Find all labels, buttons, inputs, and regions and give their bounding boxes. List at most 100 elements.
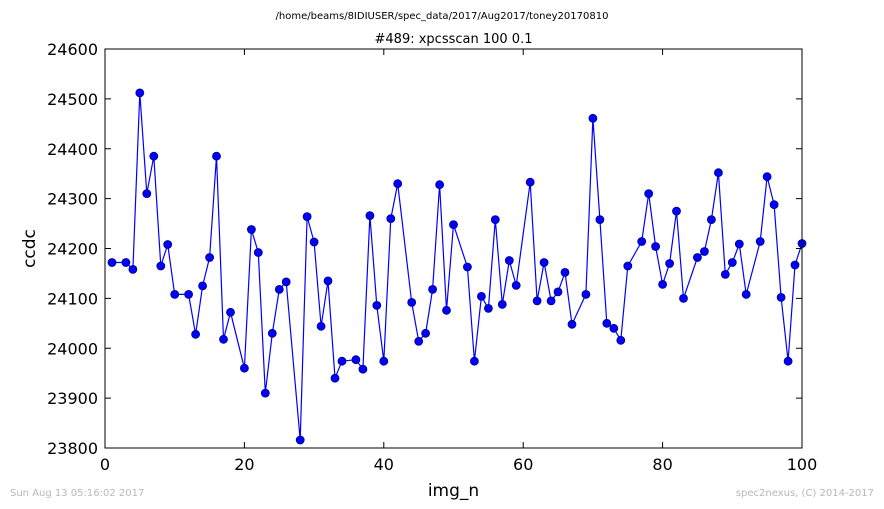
data-point [379, 356, 389, 366]
data-point [184, 289, 194, 299]
data-point [504, 256, 514, 265]
footer-timestamp: Sun Aug 13 05:16:02 2017 [10, 488, 145, 499]
data-point [790, 260, 800, 270]
data-point [253, 248, 263, 257]
data-point [497, 299, 507, 309]
data-point [616, 335, 626, 345]
data-point [679, 293, 688, 303]
data-point [449, 220, 458, 230]
data-point [260, 388, 270, 398]
data-point [407, 297, 417, 307]
data-point [302, 212, 312, 222]
data-point [358, 364, 368, 374]
x-axis-label: img_n [428, 481, 479, 501]
data-point [700, 247, 709, 256]
data-point [316, 321, 326, 331]
data-point [762, 172, 772, 182]
data-point [511, 280, 521, 290]
data-point [191, 329, 201, 339]
data-point [776, 292, 786, 302]
data-point [476, 291, 486, 301]
data-point [246, 225, 256, 234]
data-point [539, 258, 549, 267]
data-point [644, 189, 654, 199]
data-point [107, 258, 117, 267]
data-point [588, 113, 598, 123]
figure-path-title: /home/beams/8IDIUSER/spec_data/2017/Aug2… [276, 11, 609, 22]
data-point [295, 435, 305, 445]
data-point [393, 179, 403, 189]
data-point [707, 215, 716, 225]
data-point [665, 259, 674, 268]
data-point [267, 328, 277, 338]
y-tick-label: 24200 [47, 240, 98, 259]
series-line [112, 92, 802, 441]
y-axis-label: ccdc [20, 229, 40, 268]
data-point [323, 276, 333, 286]
data-point [219, 334, 228, 344]
data-point [170, 289, 180, 299]
data-point [442, 305, 451, 315]
data-point [567, 319, 577, 329]
data-point [351, 355, 361, 365]
data-point [623, 261, 633, 271]
data-point [372, 300, 382, 310]
data-point [428, 284, 438, 294]
data-point [769, 200, 779, 210]
data-point [553, 287, 563, 297]
x-tick-label: 40 [374, 455, 394, 474]
data-point [546, 296, 556, 306]
data-point [435, 180, 445, 190]
data-point [469, 356, 479, 366]
data-point [142, 189, 152, 199]
data-point [672, 206, 681, 216]
y-tick-label: 24300 [47, 190, 98, 209]
data-point [637, 237, 647, 246]
data-point [205, 253, 215, 262]
x-tick-label: 20 [234, 455, 254, 474]
data-point [198, 281, 208, 291]
data-point [149, 151, 159, 161]
data-point [755, 237, 765, 246]
data-point [309, 237, 319, 247]
data-point [414, 336, 424, 346]
y-tick-label: 23800 [47, 439, 98, 458]
data-point [693, 253, 702, 262]
data-point [121, 258, 131, 267]
data-point [239, 363, 249, 373]
y-tick-label: 24400 [47, 140, 98, 159]
data-point [483, 303, 493, 313]
y-tick-label: 24000 [47, 339, 98, 358]
data-point [226, 307, 235, 317]
data-point [727, 258, 737, 267]
data-point [462, 262, 472, 272]
data-point [163, 240, 173, 249]
data-point [212, 151, 221, 161]
axes-frame [104, 48, 803, 449]
ticks: 0 20 40 60 80 100 23800 23900 24000 24100 24200 243… [47, 40, 817, 474]
data-point [532, 296, 542, 306]
plot-area [107, 88, 807, 445]
y-tick-label: 24100 [47, 289, 98, 308]
data-point [421, 328, 431, 338]
data-point [135, 88, 145, 98]
data-point [156, 261, 166, 271]
data-point [525, 177, 535, 187]
data-point [595, 215, 605, 225]
x-tick-label: 60 [513, 455, 533, 474]
data-point [734, 239, 744, 249]
data-point [274, 284, 284, 294]
data-point [609, 323, 619, 333]
data-point [281, 277, 291, 287]
data-point [658, 279, 667, 289]
chart-title: #489: xpcsscan 100 0.1 [375, 32, 533, 47]
data-point [714, 168, 723, 178]
x-tick-label: 100 [787, 455, 818, 474]
y-tick-label: 24600 [47, 40, 98, 59]
data-point [720, 269, 730, 279]
y-tick-label: 23900 [47, 389, 98, 408]
y-tick-label: 24500 [47, 90, 98, 109]
data-point [365, 211, 375, 221]
x-tick-label: 0 [100, 455, 110, 474]
data-point [741, 289, 751, 299]
